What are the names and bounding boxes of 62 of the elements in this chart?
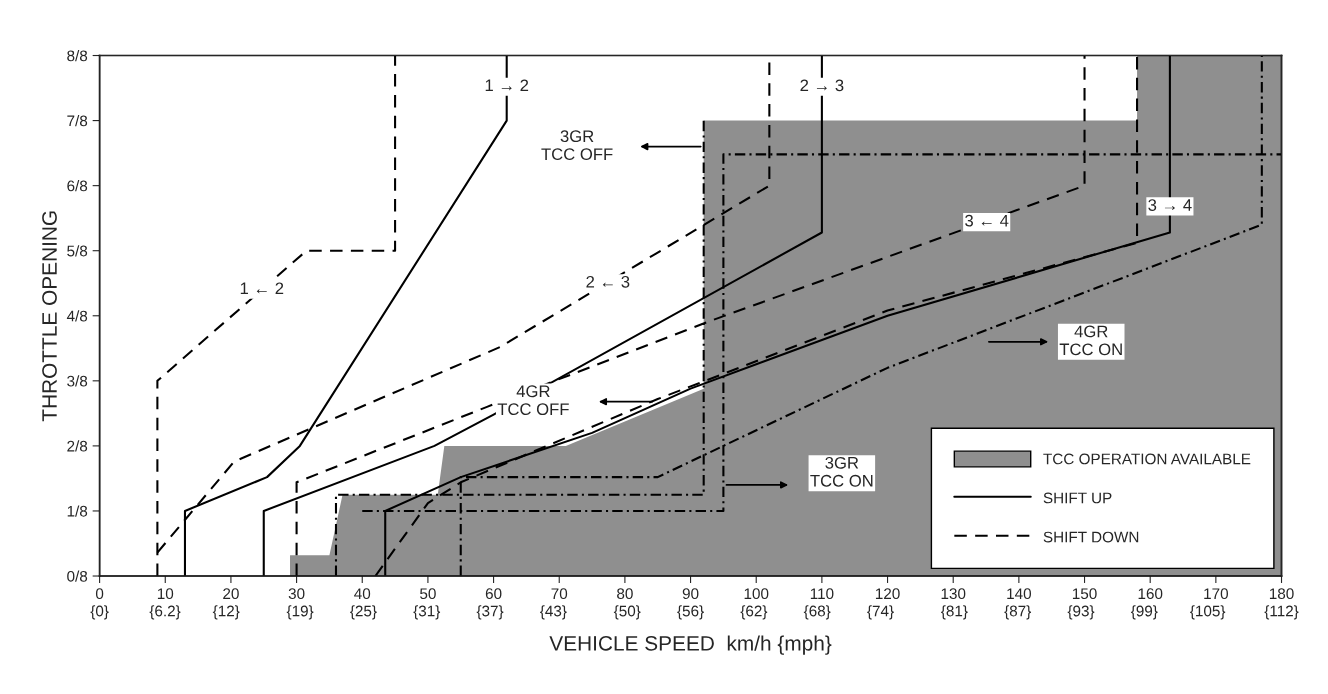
x2-tick-label: {12}	[212, 605, 240, 620]
x2-tick-label: {19}	[286, 605, 314, 620]
x2-tick-label: {105}	[1190, 605, 1226, 620]
annotation: 4GR TCC OFF	[497, 385, 569, 416]
annotation: 3 ← 4	[965, 214, 1009, 227]
y-axis-title: THROTTLE OPENING	[42, 211, 57, 422]
x2-tick-label: {62}	[740, 605, 768, 620]
x-axis-title: VEHICLE SPEED km/h {mph}	[549, 635, 832, 655]
y-tick-label: 1/8	[67, 505, 88, 517]
x-tick-label: 40	[354, 588, 371, 600]
y-tick-label: 5/8	[67, 245, 88, 257]
annotation: 1 ← 2	[240, 282, 284, 295]
x2-tick-label: {31}	[413, 605, 441, 620]
x2-tick-label: {25}	[350, 605, 377, 620]
x2-tick-label: {81}	[941, 605, 968, 620]
x-tick-label: 130	[941, 588, 966, 600]
x2-tick-label: {0}	[90, 605, 109, 620]
x-tick-label: 50	[420, 588, 436, 600]
x-tick-label: 70	[551, 588, 568, 600]
annotation: 3 → 4	[1148, 199, 1192, 211]
y-tick-label: 7/8	[67, 115, 88, 127]
annotation: 4GR TCC ON	[1059, 325, 1122, 356]
x-tick-label: 20	[223, 588, 239, 600]
y-tick-label: 8/8	[67, 49, 88, 62]
x2-tick-label: {43}	[540, 605, 567, 620]
annotation: 1 → 2	[485, 79, 529, 92]
annotation: 2 → 3	[800, 79, 844, 92]
x2-tick-label: {93}	[1067, 605, 1095, 620]
y-tick-label: 3/8	[67, 375, 88, 387]
x2-tick-label: {37}	[476, 605, 504, 620]
x-tick-label: 180	[1269, 588, 1294, 600]
x2-tick-label: {56}	[677, 605, 704, 620]
x2-tick-label: {50}	[613, 605, 641, 620]
x-tick-label: 60	[485, 588, 502, 600]
legend-label: TCC OPERATION AVAILABLE	[1043, 453, 1251, 465]
y-tick-label: 0/8	[67, 570, 88, 582]
x2-tick-label: {112}	[1264, 605, 1299, 620]
x-tick-label: 10	[157, 588, 174, 600]
x2-tick-label: {68}	[803, 605, 831, 620]
y-tick-label: 2/8	[67, 440, 88, 452]
x2-tick-label: {99}	[1130, 605, 1158, 620]
legend-label: SHIFT UP	[1043, 492, 1112, 504]
x-tick-label: 120	[875, 588, 900, 600]
x2-tick-label: {74}	[867, 605, 894, 620]
y-tick-label: 6/8	[67, 180, 88, 192]
legend-label: SHIFT DOWN	[1043, 531, 1139, 543]
x-tick-label: 80	[617, 588, 633, 600]
x-tick-label: 170	[1204, 588, 1229, 600]
x-tick-label: 140	[1007, 588, 1032, 600]
x2-tick-label: {87}	[1004, 605, 1032, 620]
x-tick-label: 90	[682, 588, 699, 600]
x-tick-label: 110	[810, 588, 834, 600]
annotation: 3GR TCC OFF	[541, 130, 613, 161]
x-tick-label: 150	[1072, 588, 1097, 600]
annotation: 3GR TCC ON	[810, 456, 873, 487]
x-tick-label: 100	[744, 588, 769, 600]
x-tick-label: 160	[1138, 588, 1163, 600]
x-tick-label: 0	[95, 588, 104, 600]
annotation: 2 ← 3	[586, 275, 630, 288]
y-tick-label: 4/8	[66, 310, 88, 322]
x-tick-label: 30	[288, 588, 305, 600]
x2-tick-label: {6.2}	[149, 605, 181, 620]
